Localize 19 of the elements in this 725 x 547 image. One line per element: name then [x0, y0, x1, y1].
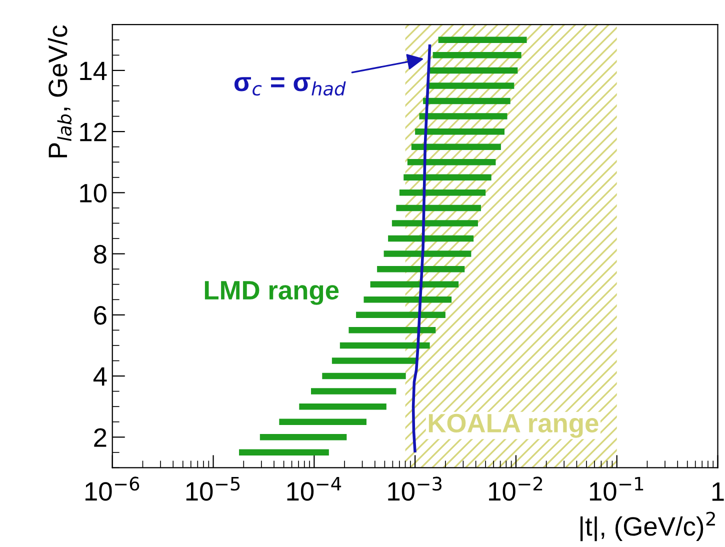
- x-tick-label: 10$^{−6}$: [85, 476, 140, 501]
- band-label: KOALA range: [428, 414, 598, 438]
- series-label: LMD range: [204, 281, 339, 305]
- annotation: σ$_{c}$ = σ$_{had}$: [234, 77, 346, 96]
- x-tick-label: 1: [712, 482, 724, 501]
- y-axis-title: P$_{lab}$, GeV/c: [48, 25, 72, 158]
- y-tick-label: 12: [80, 122, 106, 142]
- y-tick-label: 14: [80, 62, 107, 80]
- x-tick-label: 10$^{−2}$: [489, 476, 542, 501]
- y-tick-label: 2: [94, 428, 106, 447]
- y-tick-label: 4: [93, 367, 107, 386]
- y-tick-label: 10: [80, 184, 106, 202]
- x-tick-label: 10$^{−4}$: [287, 476, 342, 501]
- x-tick-label: 10$^{−5}$: [186, 476, 240, 501]
- x-tick-label: 10$^{−1}$: [590, 476, 644, 501]
- y-tick-label: 6: [94, 306, 106, 325]
- x-tick-label: 10$^{−3}$: [388, 476, 442, 501]
- x-axis-title: |t|, (GeV/c)$^{2}$: [580, 512, 715, 542]
- y-tick-label: 8: [94, 244, 106, 264]
